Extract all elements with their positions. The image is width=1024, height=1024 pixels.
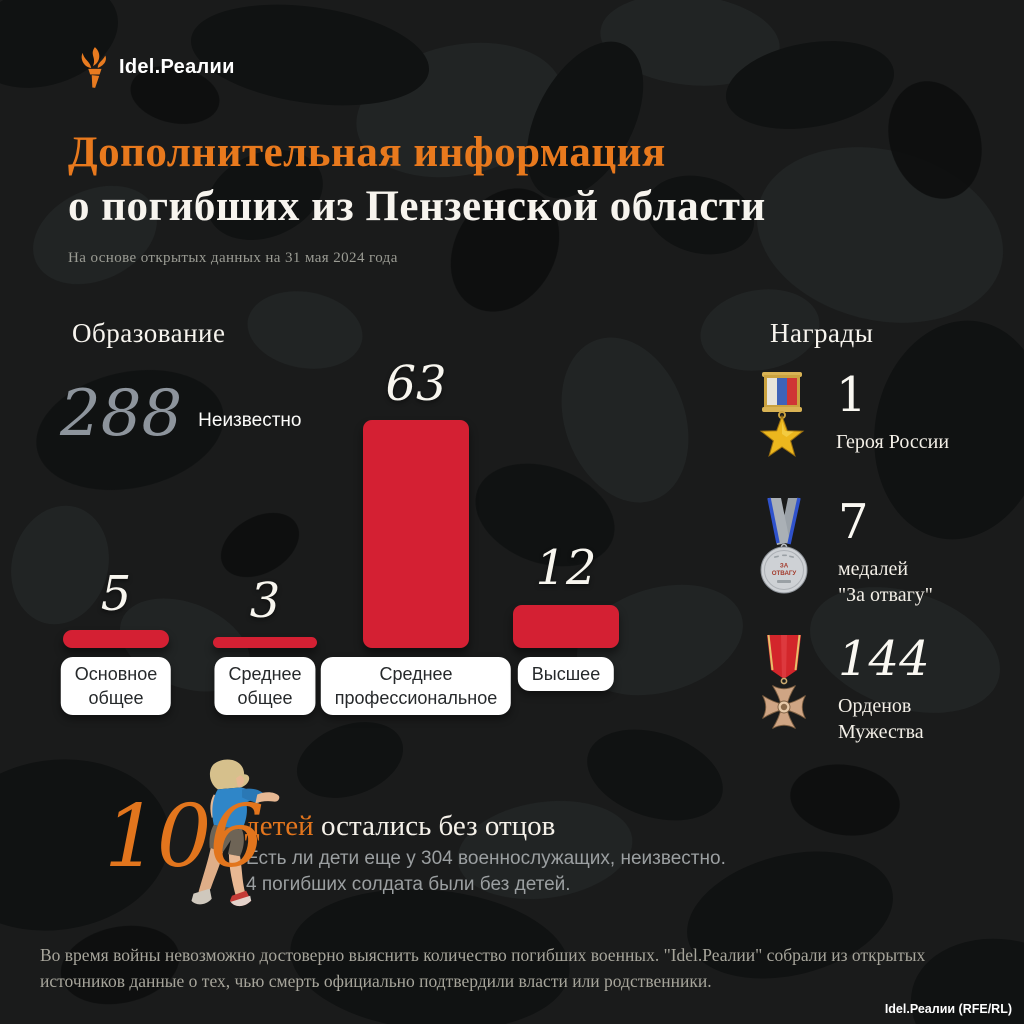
- unknown-label: Неизвестно: [198, 410, 302, 431]
- award-text: 1 Героя России: [836, 370, 949, 455]
- bar-value: 63: [385, 355, 447, 412]
- page-title-line2: о погибших из Пензенской области: [68, 183, 766, 230]
- bar-value: 12: [535, 540, 597, 597]
- award-count: 7: [838, 494, 869, 550]
- hero-of-russia-medal-icon: [759, 372, 805, 457]
- logo-text: Idel.Реалии: [119, 55, 235, 78]
- award-label-line1: Героя России: [836, 431, 950, 454]
- award-text: 144 Орденов Мужества: [838, 634, 930, 745]
- bar: [63, 629, 169, 648]
- award-label-line2: Мужества: [838, 721, 924, 744]
- child-photo: [191, 759, 280, 907]
- award-hero-of-russia: 1 Героя России: [750, 370, 949, 466]
- order-of-courage-medal-icon: [762, 634, 806, 729]
- children-rest: остались без отцов: [313, 810, 556, 842]
- award-label-line2: "За отвагу": [838, 584, 933, 607]
- unknown-count: 288: [60, 377, 183, 451]
- medal-za-otvagu-icon: ЗА ОТВАГУ: [760, 497, 808, 594]
- award-medal-za-otvagu: ЗА ОТВАГУ 7 медалей "За отвагу": [752, 497, 933, 608]
- award-order-of-courage: 144 Орденов Мужества: [752, 634, 930, 745]
- bar-category-label: Основное общее: [60, 657, 172, 715]
- award-label-line1: Орденов: [838, 695, 912, 718]
- bar-value: 3: [249, 572, 281, 629]
- bar: [513, 604, 619, 648]
- page-title-line1: Дополнительная информация: [68, 129, 666, 176]
- bar-category-label: Среднее профессиональное: [320, 657, 512, 715]
- bar-column-2: 63 Среднее профессиональное: [320, 355, 512, 715]
- logo: Idel.Реалии: [76, 46, 235, 88]
- children-note-line1: Есть ли дети еще у 304 военнослужащих, н…: [246, 848, 726, 869]
- bar-column-1: 3 Среднее общее: [213, 572, 317, 715]
- children-highlight: детей: [245, 810, 314, 842]
- bar-column-0: 5 Основное общее: [60, 565, 172, 715]
- subtitle: На основе открытых данных на 31 мая 2024…: [68, 250, 398, 266]
- bar-category-label: Высшее: [517, 657, 615, 691]
- award-text: 7 медалей "За отвагу": [838, 497, 933, 608]
- unknown-education-row: 288 Неизвестно: [60, 382, 301, 446]
- award-label: медалей "За отвагу": [838, 556, 933, 608]
- children-note: Есть ли дети еще у 304 военнослужащих, н…: [246, 846, 726, 898]
- children-count: 106: [104, 787, 264, 887]
- footer-disclaimer: Во время войны невозможно достоверно выя…: [40, 945, 926, 991]
- svg-text:ЗА: ЗА: [780, 563, 789, 570]
- award-label: Героя России: [836, 429, 949, 455]
- award-count: 1: [836, 367, 867, 423]
- award-count: 144: [838, 631, 930, 687]
- awards-heading: Награды: [770, 318, 874, 348]
- svg-text:ОТВАГУ: ОТВАГУ: [772, 570, 797, 577]
- bar-category-label: Среднее общее: [214, 657, 316, 715]
- children-note-line2: 4 погибших солдата были без детей.: [246, 874, 571, 895]
- bar-column-3: 12 Высшее: [513, 540, 619, 691]
- education-bar-chart: 5 Основное общее 3 Среднее общее 63 Среднее проф…: [0, 355, 700, 715]
- children-headline: детей остались без отцов: [245, 810, 555, 843]
- bar-value: 5: [100, 565, 132, 622]
- award-label-line1: медалей: [838, 558, 909, 581]
- bar: [363, 419, 469, 648]
- torch-icon: [81, 47, 106, 88]
- education-heading: Образование: [72, 318, 226, 348]
- title-block: Дополнительная информация о погибших из …: [68, 126, 766, 267]
- credit-watermark: Idel.Реалии (RFE/RL): [884, 1002, 1012, 1016]
- bar: [213, 637, 317, 648]
- award-label: Орденов Мужества: [838, 693, 930, 745]
